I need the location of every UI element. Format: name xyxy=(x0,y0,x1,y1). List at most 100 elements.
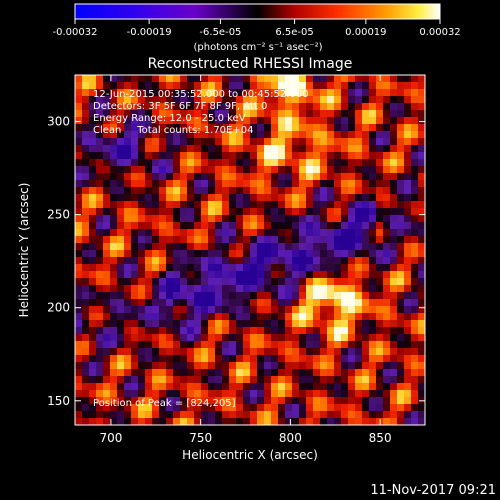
heatmap-cell xyxy=(418,418,426,426)
heatmap-cell xyxy=(236,145,244,153)
heatmap-cell xyxy=(117,236,125,244)
heatmap-cell xyxy=(271,89,279,97)
heatmap-cell xyxy=(222,75,230,83)
heatmap-cell xyxy=(362,362,370,370)
heatmap-cell xyxy=(229,327,237,335)
heatmap-cell xyxy=(215,278,223,286)
heatmap-cell xyxy=(362,229,370,237)
heatmap-cell xyxy=(299,362,307,370)
heatmap-cell xyxy=(334,320,342,328)
heatmap-cell xyxy=(299,208,307,216)
heatmap-cell xyxy=(243,145,251,153)
heatmap-cell xyxy=(236,334,244,342)
heatmap-cell xyxy=(369,334,377,342)
heatmap-cell xyxy=(306,348,314,356)
heatmap-cell xyxy=(229,341,237,349)
heatmap-cell xyxy=(103,250,111,258)
heatmap-cell xyxy=(411,404,419,412)
heatmap-cell xyxy=(180,327,188,335)
heatmap-cell xyxy=(306,320,314,328)
heatmap-cell xyxy=(222,82,230,90)
heatmap-cell xyxy=(229,250,237,258)
heatmap-cell xyxy=(292,383,300,391)
heatmap-cell xyxy=(313,194,321,202)
heatmap-cell xyxy=(383,166,391,174)
heatmap-cell xyxy=(264,271,272,279)
heatmap-cell xyxy=(215,348,223,356)
heatmap-cell xyxy=(306,257,314,265)
heatmap-cell xyxy=(348,313,356,321)
heatmap-cell xyxy=(243,159,251,167)
heatmap-cell xyxy=(348,173,356,181)
heatmap-cell xyxy=(250,243,258,251)
heatmap-cell xyxy=(96,320,104,328)
heatmap-cell xyxy=(96,229,104,237)
heatmap-cell xyxy=(124,222,132,230)
heatmap-cell xyxy=(138,355,146,363)
heatmap-cell xyxy=(187,327,195,335)
heatmap-cell xyxy=(152,82,160,90)
heatmap-cell xyxy=(390,166,398,174)
heatmap-cell xyxy=(243,194,251,202)
heatmap-cell xyxy=(341,194,349,202)
heatmap-cell xyxy=(348,320,356,328)
heatmap-cell xyxy=(222,96,230,104)
heatmap-cell xyxy=(285,376,293,384)
heatmap-cell xyxy=(173,362,181,370)
heatmap-cell xyxy=(236,320,244,328)
heatmap-cell xyxy=(320,355,328,363)
heatmap-cell xyxy=(103,236,111,244)
heatmap-cell xyxy=(124,236,132,244)
heatmap-cell xyxy=(383,271,391,279)
heatmap-cell xyxy=(229,159,237,167)
heatmap-cell xyxy=(96,103,104,111)
heatmap-cell xyxy=(194,327,202,335)
heatmap-cell xyxy=(320,362,328,370)
heatmap-cell xyxy=(299,243,307,251)
heatmap-cell xyxy=(264,215,272,223)
heatmap-cell xyxy=(327,208,335,216)
heatmap-cell xyxy=(243,229,251,237)
heatmap-cell xyxy=(89,348,97,356)
heatmap-cell xyxy=(411,159,419,167)
heatmap-cell xyxy=(285,208,293,216)
heatmap-cell xyxy=(278,404,286,412)
heatmap-cell xyxy=(208,103,216,111)
heatmap-cell xyxy=(320,75,328,83)
heatmap-cell xyxy=(341,327,349,335)
heatmap-cell xyxy=(348,404,356,412)
heatmap-cell xyxy=(376,138,384,146)
heatmap-cell xyxy=(159,173,167,181)
heatmap-cell xyxy=(383,327,391,335)
heatmap-cell xyxy=(145,334,153,342)
heatmap-cell xyxy=(278,208,286,216)
heatmap-cell xyxy=(271,334,279,342)
heatmap-cell xyxy=(173,383,181,391)
heatmap-cell xyxy=(278,299,286,307)
heatmap-cell xyxy=(208,397,216,405)
heatmap-cell xyxy=(166,138,174,146)
heatmap-cell xyxy=(222,229,230,237)
heatmap-cell xyxy=(180,229,188,237)
heatmap-cell xyxy=(215,264,223,272)
heatmap-cell xyxy=(110,250,118,258)
heatmap-cell xyxy=(222,145,230,153)
heatmap-cell xyxy=(103,299,111,307)
heatmap-cell xyxy=(180,299,188,307)
heatmap-cell xyxy=(215,383,223,391)
heatmap-cell xyxy=(376,320,384,328)
heatmap-cell xyxy=(362,117,370,125)
heatmap-cell xyxy=(327,89,335,97)
heatmap-cell xyxy=(285,236,293,244)
heatmap-cell xyxy=(236,376,244,384)
heatmap-cell xyxy=(250,411,258,419)
heatmap-cell xyxy=(236,299,244,307)
heatmap-cell xyxy=(250,397,258,405)
heatmap-cell xyxy=(355,145,363,153)
heatmap-cell xyxy=(271,145,279,153)
heatmap-cell xyxy=(222,299,230,307)
heatmap-cell xyxy=(215,82,223,90)
heatmap-cell xyxy=(306,397,314,405)
heatmap-cell xyxy=(376,278,384,286)
heatmap-cell xyxy=(75,96,83,104)
